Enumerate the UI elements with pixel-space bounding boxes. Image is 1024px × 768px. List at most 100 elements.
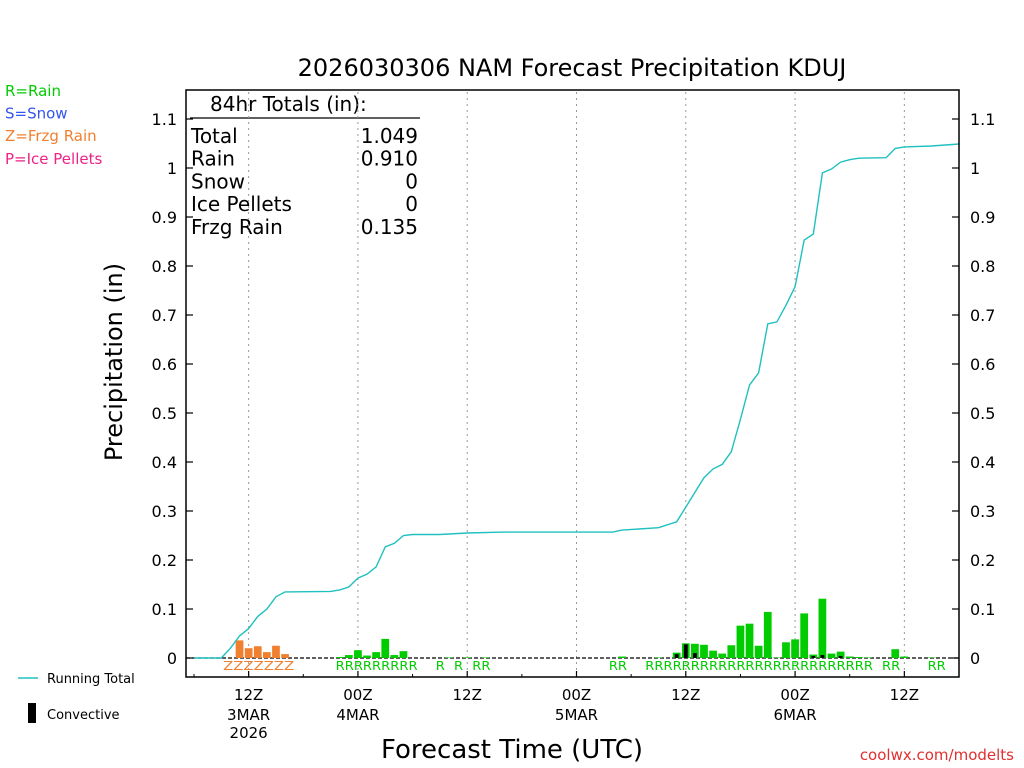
y-tick-label-right: 0.7 — [970, 306, 995, 325]
precip-bar — [445, 657, 453, 659]
precip-bar — [372, 652, 381, 658]
x-tick-label: 00Z — [780, 686, 809, 704]
totals-value: 0 — [405, 169, 418, 193]
y-tick-label-right: 1.1 — [970, 110, 995, 129]
y-tick-label-left: 0.2 — [152, 551, 177, 570]
precip-bar — [818, 598, 827, 658]
running-total-legend-label: Running Total — [47, 672, 135, 687]
rain-markers: R — [436, 659, 445, 673]
precip-bar — [272, 645, 280, 658]
totals-value: 0.135 — [361, 215, 418, 239]
totals-label: Ice Pellets — [191, 192, 292, 216]
x-tick-sublabel: 5MAR — [555, 706, 598, 724]
precip-bar — [463, 657, 472, 659]
y-tick-label-right: 0.4 — [970, 453, 995, 472]
precip-bar — [691, 643, 699, 658]
precip-bar — [891, 649, 900, 658]
y-tick-label-left: 0.5 — [152, 404, 177, 423]
precip-bar — [845, 656, 854, 658]
convective-legend-swatch — [28, 703, 36, 723]
precip-bar — [381, 638, 390, 658]
line-layer — [194, 143, 960, 659]
y-tick-label-left: 0.8 — [152, 257, 177, 276]
precip-bar — [618, 656, 626, 658]
totals-label: Frzg Rain — [191, 215, 283, 239]
convective-bar — [692, 653, 697, 658]
convective-legend-label: Convective — [47, 708, 120, 723]
plot-frame — [185, 89, 960, 678]
totals-label: Snow — [191, 169, 245, 193]
rain-markers: RR — [928, 659, 946, 673]
totals-label: Total — [190, 124, 238, 148]
precip-bar — [827, 653, 836, 658]
convective-bar — [683, 644, 688, 658]
y-tick-label-left: 1.1 — [152, 110, 177, 129]
precip-bar — [481, 657, 490, 659]
ptype-legend-frzg_rain: Z=Frzg Rain — [5, 127, 97, 145]
x-tick-sublabel: 2026 — [230, 724, 268, 742]
y-tick-label-right: 1 — [970, 159, 980, 178]
ptype-legend-snow: S=Snow — [5, 105, 68, 123]
precip-bar — [363, 655, 371, 658]
line-legend: Running Total Convective — [18, 672, 135, 723]
ptype-legend: R=Rain S=Snow Z=Frzg Rain P=Ice Pellets — [5, 82, 102, 168]
precip-bar — [927, 657, 936, 659]
rain-markers: RRRRRRRRRRRRRRRRRRRRRRRRR — [645, 659, 873, 673]
totals-header: 84hr Totals (in): — [210, 92, 367, 116]
precip-bar — [736, 625, 745, 658]
precip-bar — [253, 646, 262, 658]
precip-bar — [390, 655, 399, 658]
bars-layer — [235, 598, 936, 659]
precip-bar — [354, 650, 362, 658]
precip-bar — [772, 657, 781, 659]
ptype-legend-rain: R=Rain — [5, 82, 61, 100]
precip-bar — [754, 645, 763, 658]
totals-label: Rain — [191, 147, 235, 171]
precip-bar — [763, 611, 772, 658]
precip-bar — [900, 656, 909, 658]
precip-bar — [399, 651, 408, 658]
ptype-markers: ZZZZZZZ RRRRRRRRR R R RR RR RRRRRRRRRRRRRRRRRR… — [223, 659, 946, 673]
y-tick-label-right: 0.6 — [970, 355, 995, 374]
x-tick-label: 12Z — [890, 686, 919, 704]
rain-markers: R — [454, 659, 463, 673]
rain-markers: RR — [609, 659, 627, 673]
precip-bar — [344, 655, 353, 658]
totals-box: 84hr Totals (in): Total 1.049 Rain 0.910 Sno… — [190, 92, 420, 239]
x-tick-label: 12Z — [234, 686, 263, 704]
precip-bar — [800, 613, 809, 658]
rain-markers: RR — [882, 659, 900, 673]
precip-bar — [709, 650, 717, 658]
y-tick-label-left: 0.4 — [152, 453, 177, 472]
y-tick-label-right: 0.1 — [970, 600, 995, 619]
totals-value: 1.049 — [361, 124, 418, 148]
precip-bar — [654, 657, 663, 659]
y-tick-label-right: 0.8 — [970, 257, 995, 276]
totals-value: 0.910 — [361, 147, 418, 171]
precip-bar — [791, 639, 799, 658]
precip-bar — [262, 652, 271, 658]
convective-bar — [674, 654, 679, 658]
y-tick-label-left: 0.7 — [152, 306, 177, 325]
running-total-line — [194, 143, 960, 659]
x-tick-label: 00Z — [343, 686, 372, 704]
x-tick-sublabel: 6MAR — [773, 706, 816, 724]
y-tick-label-right: 0.9 — [970, 208, 995, 227]
x-tick-sublabel: 4MAR — [336, 706, 379, 724]
precip-bar — [854, 657, 863, 658]
x-tick-label: 00Z — [562, 686, 591, 704]
convective-bar — [820, 655, 825, 658]
rain-markers: RR — [472, 659, 490, 673]
y-axis-title: Precipitation (in) — [100, 263, 128, 461]
convective-bar — [811, 656, 816, 658]
precip-bar — [235, 640, 244, 658]
y-tick-label-left: 0.6 — [152, 355, 177, 374]
credit-text: coolwx.com/modelts — [860, 746, 1014, 764]
precip-bar — [782, 642, 790, 658]
y-tick-label-left: 0 — [167, 649, 177, 668]
x-tick-label: 12Z — [453, 686, 482, 704]
totals-rows: Total 1.049 Rain 0.910 Snow 0 Ice Pellets 0 Frzg… — [190, 124, 418, 239]
y-tick-label-right: 0.5 — [970, 404, 995, 423]
precip-bar — [281, 654, 289, 658]
